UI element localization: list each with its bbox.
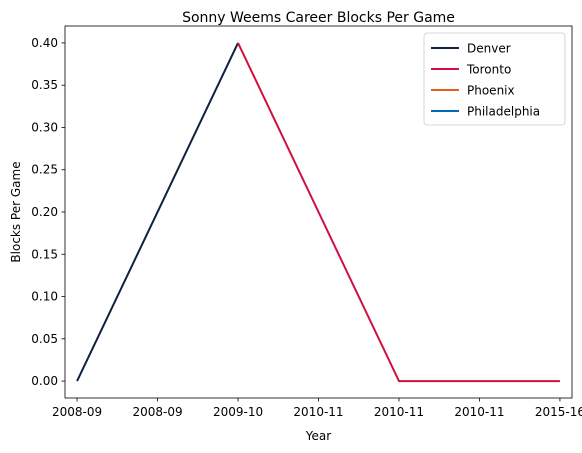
y-tick-label: 0.00	[31, 374, 58, 388]
y-tick-label: 0.30	[31, 120, 58, 134]
y-tick-label: 0.35	[31, 78, 58, 92]
x-tick-label: 2010-11	[374, 405, 424, 419]
x-axis-label: Year	[305, 429, 331, 443]
chart-title: Sonny Weems Career Blocks Per Game	[182, 10, 455, 26]
x-tick-label: 2015-16	[535, 405, 582, 419]
y-tick-label: 0.05	[31, 332, 58, 346]
legend-label: Phoenix	[467, 84, 515, 98]
legend-label: Toronto	[466, 63, 511, 77]
x-tick-label: 2009-10	[213, 405, 263, 419]
y-tick-label: 0.15	[31, 247, 58, 261]
y-tick-label: 0.20	[31, 205, 58, 219]
y-tick-label: 0.40	[31, 36, 58, 50]
y-tick-label: 0.25	[31, 163, 58, 177]
legend: Denver Toronto Phoenix Philadelphia	[423, 32, 566, 126]
legend-label: Denver	[467, 42, 511, 56]
x-tick-label: 2008-09	[52, 405, 102, 419]
legend-label: Philadelphia	[467, 105, 540, 119]
x-tick-label: 2010-11	[454, 405, 504, 419]
x-tick-label: 2008-09	[132, 405, 182, 419]
plot-lines	[76, 42, 560, 383]
x-tick-label: 2010-11	[293, 405, 343, 419]
legend-box	[423, 32, 566, 126]
y-axis: 0.00 0.05 0.10 0.15 0.20 0.25 0.30 0.35 0.40	[31, 36, 65, 388]
y-tick-label: 0.10	[31, 290, 58, 304]
series-line-toronto	[237, 42, 560, 383]
y-axis-label: Blocks Per Game	[9, 161, 23, 262]
x-axis: 2008-09 2008-09 2009-10 2010-11 2010-11 2010-…	[52, 398, 582, 419]
series-line-denver	[76, 42, 239, 382]
